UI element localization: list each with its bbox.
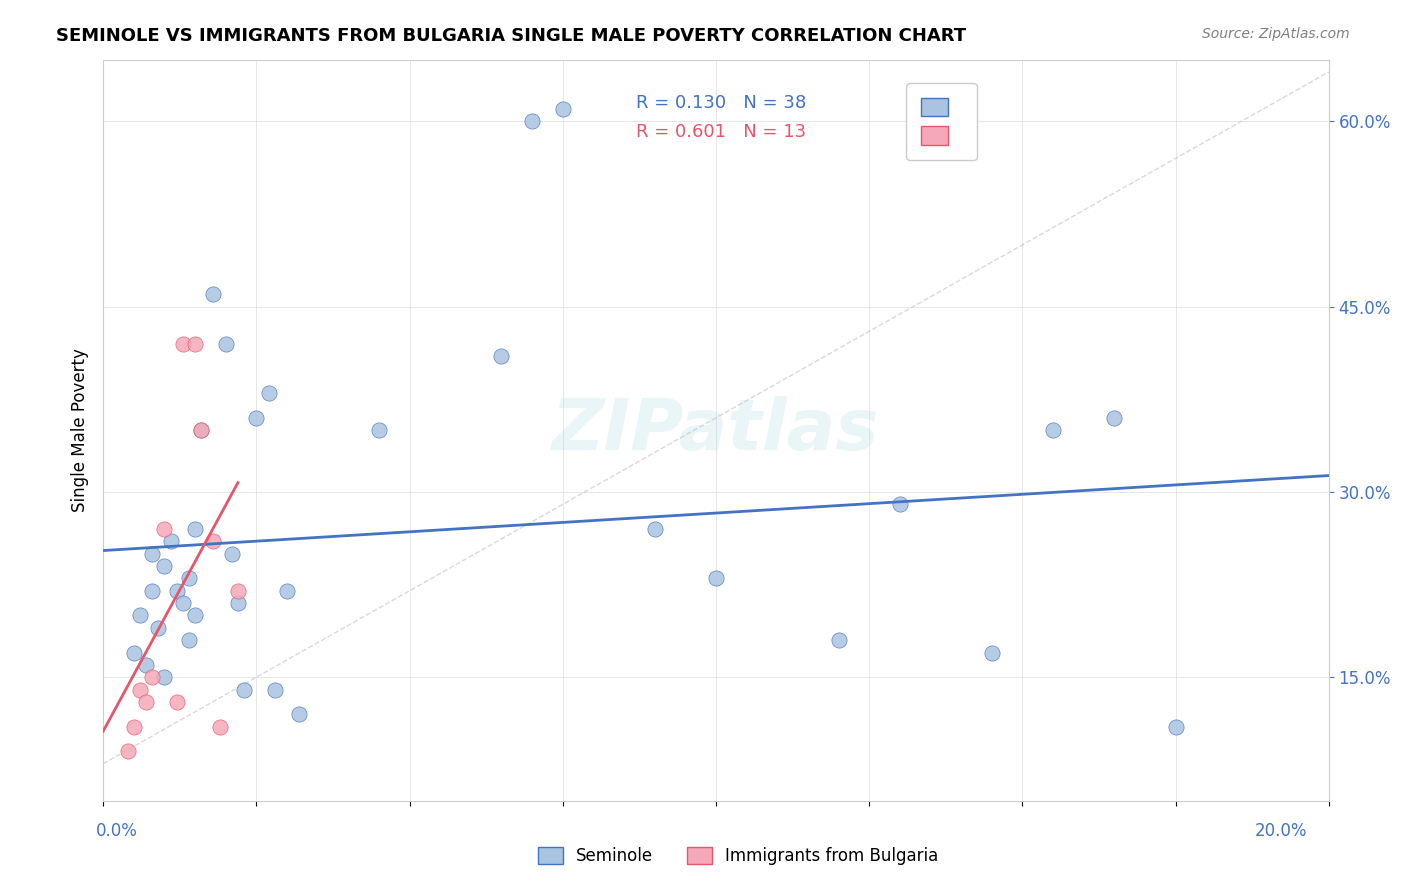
Point <box>257 386 280 401</box>
Point <box>491 349 513 363</box>
Point <box>190 423 212 437</box>
Point <box>1042 423 1064 437</box>
Point <box>233 682 256 697</box>
Point <box>172 336 194 351</box>
Point <box>184 336 207 351</box>
Point <box>980 646 1002 660</box>
Point <box>166 583 188 598</box>
Point <box>141 547 163 561</box>
Point <box>221 547 243 561</box>
Point <box>122 646 145 660</box>
Point <box>190 423 212 437</box>
Point <box>172 596 194 610</box>
Point <box>141 670 163 684</box>
Text: R = 0.601   N = 13: R = 0.601 N = 13 <box>637 123 807 142</box>
Point <box>141 583 163 598</box>
Point <box>177 571 200 585</box>
Point <box>226 596 249 610</box>
Point <box>827 633 849 648</box>
Point <box>184 608 207 623</box>
Text: 20.0%: 20.0% <box>1256 822 1308 840</box>
Point <box>1164 720 1187 734</box>
Point <box>644 522 666 536</box>
Point <box>153 670 176 684</box>
Point <box>148 621 170 635</box>
Text: Source: ZipAtlas.com: Source: ZipAtlas.com <box>1202 27 1350 41</box>
Text: SEMINOLE VS IMMIGRANTS FROM BULGARIA SINGLE MALE POVERTY CORRELATION CHART: SEMINOLE VS IMMIGRANTS FROM BULGARIA SIN… <box>56 27 966 45</box>
Point <box>202 534 225 549</box>
Point <box>245 410 267 425</box>
Legend: , : , <box>905 84 977 160</box>
Point <box>153 559 176 574</box>
Point <box>166 695 188 709</box>
Point <box>288 707 311 722</box>
Legend: Seminole, Immigrants from Bulgaria: Seminole, Immigrants from Bulgaria <box>531 840 945 872</box>
Point <box>135 657 157 672</box>
Text: R = 0.130   N = 38: R = 0.130 N = 38 <box>637 94 807 112</box>
Point <box>1104 410 1126 425</box>
Point <box>367 423 389 437</box>
Point <box>208 720 231 734</box>
Point <box>215 336 238 351</box>
Point <box>117 744 139 758</box>
Point <box>263 682 285 697</box>
Point <box>184 522 207 536</box>
Point <box>520 114 543 128</box>
Text: ZIPatlas: ZIPatlas <box>553 396 880 465</box>
Y-axis label: Single Male Poverty: Single Male Poverty <box>72 348 89 512</box>
Point <box>276 583 298 598</box>
Point <box>177 633 200 648</box>
Point <box>129 682 152 697</box>
Point <box>153 522 176 536</box>
Point <box>135 695 157 709</box>
Point <box>129 608 152 623</box>
Point <box>704 571 727 585</box>
Point <box>551 102 574 116</box>
Point <box>889 497 911 511</box>
Text: 0.0%: 0.0% <box>96 822 138 840</box>
Point <box>202 287 225 301</box>
Point <box>159 534 181 549</box>
Point <box>122 720 145 734</box>
Point <box>226 583 249 598</box>
